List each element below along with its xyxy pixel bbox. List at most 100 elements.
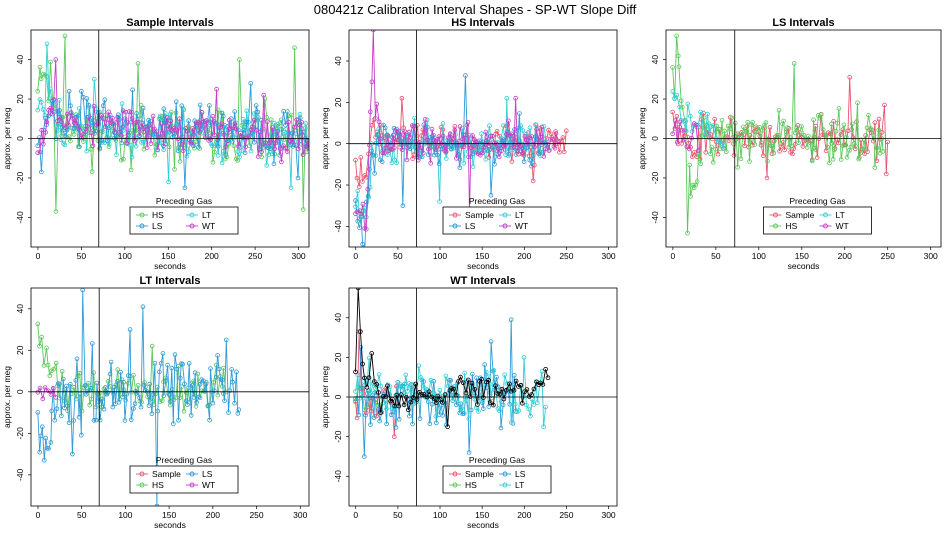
data-point	[179, 142, 185, 147]
legend-label: Sample	[465, 469, 494, 479]
data-point	[553, 131, 559, 136]
data-point	[230, 379, 236, 385]
x-tick-label: 50	[77, 510, 87, 520]
legend-entry-wt: WT	[499, 221, 528, 231]
data-point	[408, 399, 414, 405]
series-line	[672, 35, 884, 234]
data-point	[433, 147, 439, 152]
data-point	[188, 140, 194, 146]
data-point	[440, 133, 446, 139]
data-point	[767, 136, 772, 142]
data-point	[208, 366, 213, 371]
data-point	[65, 403, 70, 409]
data-point	[368, 390, 373, 396]
data-point	[118, 133, 124, 138]
data-point	[383, 146, 389, 151]
y-axis-label: approx. per meg	[637, 107, 647, 169]
data-point	[764, 175, 770, 181]
data-point	[116, 112, 121, 117]
x-tick-label: 200	[517, 251, 531, 261]
data-point	[135, 382, 141, 388]
data-point	[832, 147, 837, 153]
data-point	[836, 106, 842, 111]
data-point	[128, 417, 134, 423]
data-point	[531, 386, 537, 392]
data-point	[876, 127, 881, 133]
data-point	[223, 152, 229, 158]
data-point	[453, 402, 459, 408]
data-point	[410, 421, 415, 427]
y-tick-label: 0	[333, 394, 343, 399]
data-point	[231, 143, 237, 149]
data-point	[91, 370, 96, 375]
legend-label: LS	[152, 221, 163, 231]
data-point	[499, 386, 505, 392]
data-point	[253, 103, 259, 108]
data-point	[757, 125, 762, 130]
data-point	[166, 392, 172, 397]
data-point	[61, 141, 66, 146]
data-point	[90, 143, 96, 149]
data-point	[467, 394, 473, 399]
data-point	[148, 141, 154, 146]
data-point	[849, 121, 855, 127]
data-point	[431, 378, 437, 384]
y-tick-label: 0	[333, 141, 343, 146]
x-tick-label: 0	[353, 251, 358, 261]
data-point	[264, 119, 270, 124]
data-point	[135, 116, 141, 122]
data-point	[93, 128, 98, 134]
y-tick-label: 0	[15, 389, 25, 394]
data-point	[140, 105, 146, 111]
data-point	[232, 121, 238, 126]
data-point	[166, 126, 171, 132]
data-point	[96, 399, 101, 404]
data-point	[294, 117, 299, 122]
data-point	[698, 161, 704, 167]
legend-marker-swatch	[139, 212, 145, 218]
data-point	[367, 167, 372, 172]
x-tick-label: 0	[353, 510, 358, 520]
data-point	[185, 402, 190, 407]
data-point	[139, 120, 145, 126]
data-point	[236, 144, 241, 149]
data-point	[670, 131, 675, 137]
data-point	[241, 127, 247, 133]
data-point	[448, 378, 454, 383]
data-point	[215, 153, 221, 158]
data-point	[394, 126, 399, 132]
data-point	[87, 402, 92, 408]
data-point	[435, 393, 441, 399]
data-point	[353, 369, 358, 375]
data-point	[414, 397, 420, 402]
data-point	[363, 226, 369, 232]
data-point	[516, 384, 521, 389]
data-point	[536, 140, 541, 146]
data-point	[540, 382, 546, 387]
y-tick-label: -20	[15, 427, 25, 440]
data-point	[513, 95, 518, 101]
data-point	[805, 133, 811, 139]
data-point	[44, 345, 49, 351]
data-point	[199, 109, 205, 115]
data-point	[749, 122, 754, 127]
data-point	[457, 410, 463, 416]
data-point	[221, 132, 227, 138]
data-point	[820, 127, 826, 132]
data-point	[450, 136, 456, 141]
legend-marker-swatch	[189, 471, 195, 477]
data-point	[552, 146, 558, 151]
data-point	[840, 143, 846, 148]
data-point	[146, 403, 152, 408]
data-point	[35, 89, 40, 94]
data-point	[149, 343, 155, 349]
y-tick-label: 40	[333, 56, 343, 66]
data-point	[406, 381, 412, 386]
data-point	[483, 129, 489, 135]
data-point	[111, 384, 117, 390]
data-point	[393, 425, 399, 430]
data-point	[377, 418, 383, 424]
data-point	[771, 138, 777, 144]
y-tick-label: 40	[15, 55, 25, 65]
data-point	[735, 165, 740, 170]
